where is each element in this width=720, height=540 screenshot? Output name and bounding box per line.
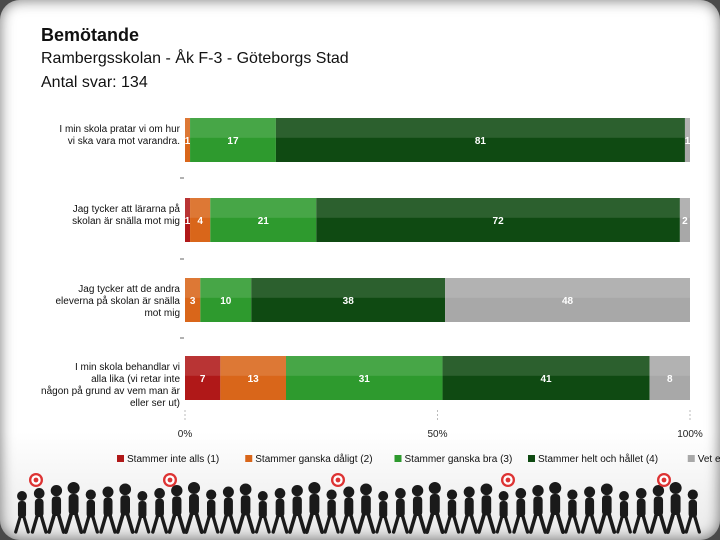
legend-swatch xyxy=(687,455,695,462)
data-label: 3 xyxy=(190,296,196,307)
data-label: 31 xyxy=(359,374,371,385)
data-label: 13 xyxy=(248,374,260,385)
data-label: 4 xyxy=(197,216,203,227)
x-tick-label: 50% xyxy=(427,429,447,440)
bar-gloss xyxy=(286,356,443,376)
bar-segment xyxy=(316,198,680,242)
bar-segment xyxy=(190,118,276,162)
bar-gloss xyxy=(251,278,446,298)
category-label: I min skola behandlar vi alla lika (vi re… xyxy=(41,362,181,409)
chart-subtitle: Rambergsskolan - Åk F-3 - Göteborgs Stad xyxy=(41,50,349,67)
legend-label: Stammer helt och hållet (4) xyxy=(538,453,658,465)
data-label: 10 xyxy=(220,296,232,307)
bar-segment xyxy=(200,278,252,322)
bar-gloss xyxy=(316,198,680,218)
bar-gloss xyxy=(275,118,685,138)
data-label: 1 xyxy=(685,136,691,147)
category-label: I min skola pratar vi om hur vi ska vara … xyxy=(59,124,180,147)
legend-label: Stammer ganska bra (3) xyxy=(405,454,513,465)
people-silhouettes-decoration xyxy=(14,473,701,534)
x-tick-label: 0% xyxy=(178,429,193,440)
data-label: 8 xyxy=(667,374,673,385)
bar-gloss xyxy=(185,356,221,376)
bar-segment xyxy=(185,278,201,322)
bar-gloss xyxy=(445,278,690,298)
data-label: 41 xyxy=(541,374,553,385)
data-label: 21 xyxy=(258,216,270,227)
legend-label: Stammer ganska dåligt (2) xyxy=(255,453,372,465)
bar-segment xyxy=(684,118,690,162)
bar-segment xyxy=(275,118,685,162)
bar-segment xyxy=(190,198,211,242)
data-label: 38 xyxy=(343,296,355,307)
category-label: Jag tycker att lärarna på skolan är snäll… xyxy=(72,203,180,227)
bar-gloss xyxy=(185,198,191,218)
bar-gloss xyxy=(190,118,276,138)
legend-swatch xyxy=(117,455,124,462)
data-label: 81 xyxy=(475,136,487,147)
bar-segment xyxy=(220,356,286,400)
bar-gloss xyxy=(220,356,286,376)
data-label: 1 xyxy=(185,136,191,147)
bar-gloss xyxy=(200,278,252,298)
legend-label: Stammer inte alls (1) xyxy=(127,454,219,465)
data-label: 2 xyxy=(682,216,688,227)
legend-swatch xyxy=(394,455,402,462)
bar-gloss xyxy=(190,198,211,218)
bar-segment xyxy=(649,356,690,400)
chart-title: Bemötande xyxy=(41,25,140,45)
bar-gloss xyxy=(210,198,317,218)
bar-segment xyxy=(251,278,446,322)
bar-segment xyxy=(679,198,690,242)
data-label: 48 xyxy=(562,296,574,307)
x-tick-label: 100% xyxy=(677,429,703,440)
legend-swatch xyxy=(245,455,253,462)
data-label: 72 xyxy=(493,216,505,227)
bar-segment xyxy=(185,198,191,242)
data-label: 7 xyxy=(200,374,206,385)
response-count: Antal svar: 134 xyxy=(41,74,148,91)
data-label: 17 xyxy=(227,136,239,147)
bar-segment xyxy=(286,356,443,400)
category-label: Jag tycker att de andra eleverna på skola… xyxy=(55,284,180,319)
data-label: 1 xyxy=(185,216,191,227)
legend-label: Vet ej xyxy=(698,454,720,465)
bar-gloss xyxy=(442,356,650,376)
bar-gloss xyxy=(649,356,690,376)
bar-segment xyxy=(185,118,191,162)
bar-segment xyxy=(442,356,650,400)
bar-gloss xyxy=(185,118,191,138)
bar-gloss xyxy=(185,278,201,298)
bar-segment xyxy=(445,278,690,322)
bar-segment xyxy=(185,356,221,400)
bar-gloss xyxy=(679,198,690,218)
legend-swatch xyxy=(528,455,535,462)
bar-segment xyxy=(210,198,317,242)
bar-gloss xyxy=(684,118,690,138)
